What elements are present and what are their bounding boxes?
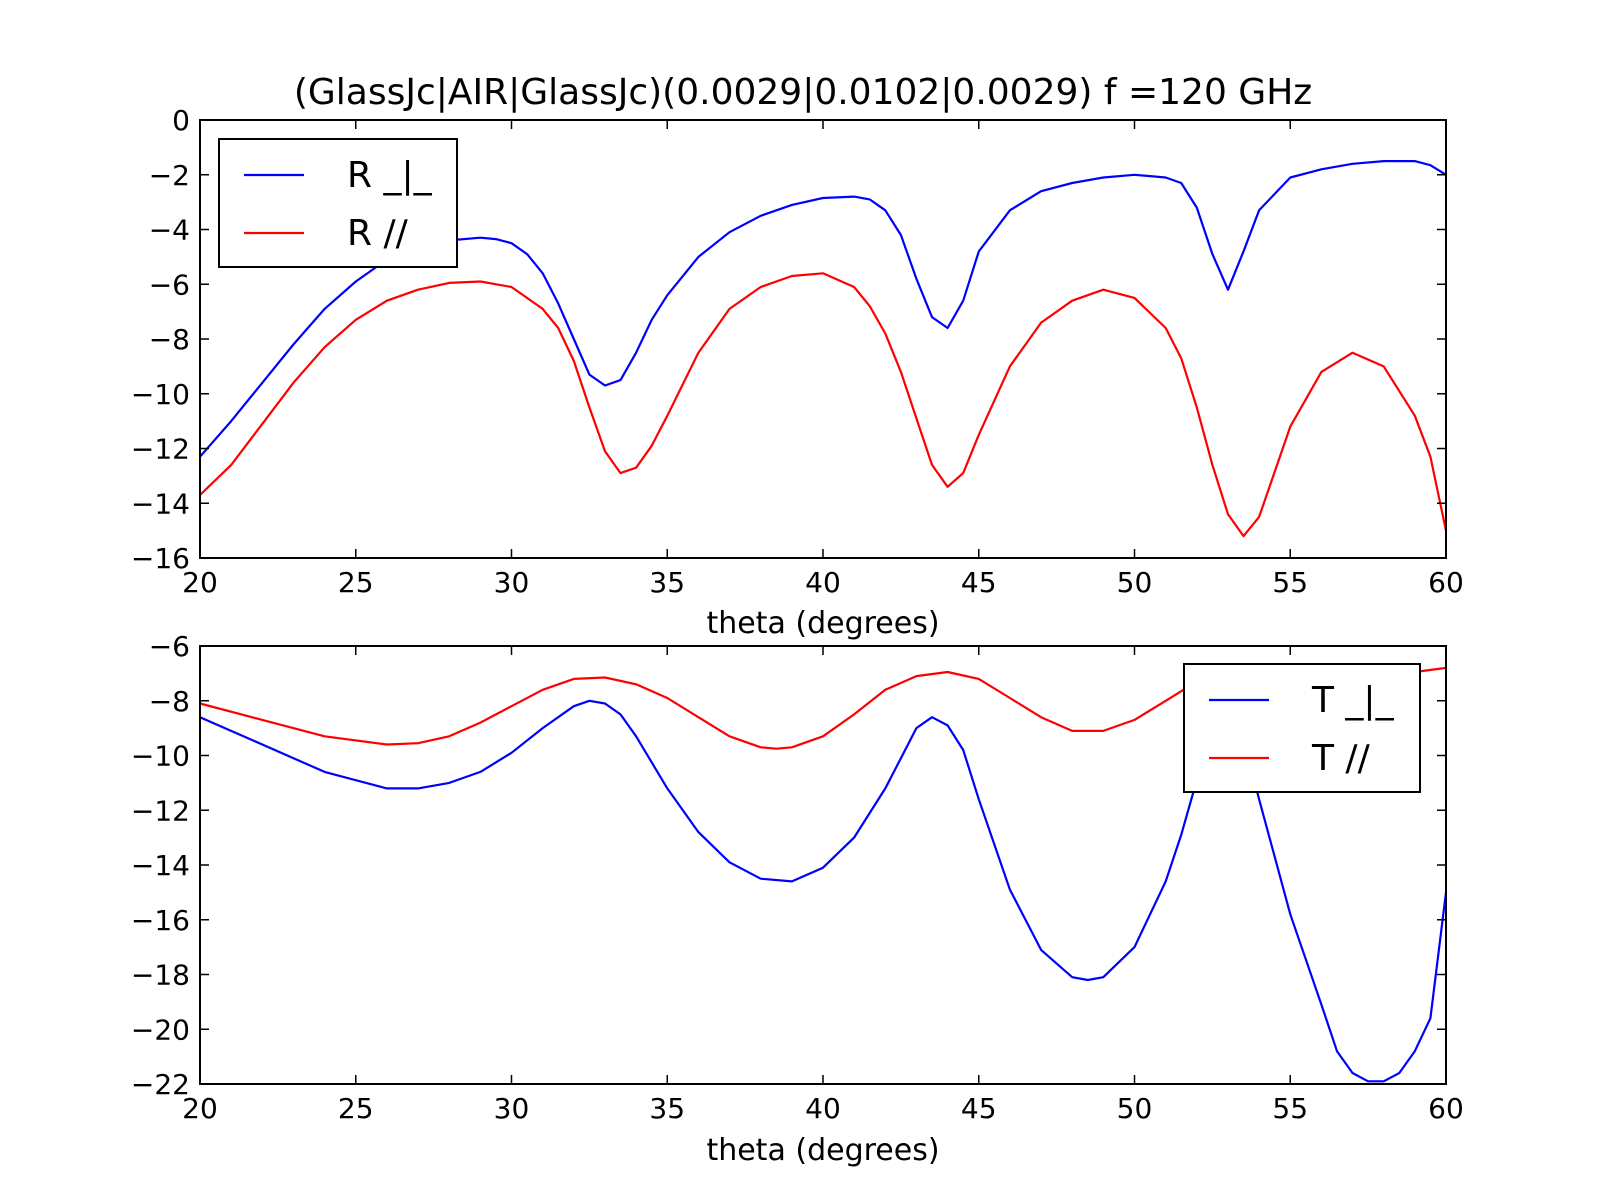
- x-tick-label: 60: [1428, 566, 1464, 599]
- bottom-legend-box: [1183, 663, 1421, 793]
- x-tick-label: 45: [961, 1092, 997, 1125]
- top-chart-legend: R _|_ R //: [218, 138, 458, 268]
- x-tick-label: 45: [961, 566, 997, 599]
- top-chart-x-axis-label: theta (degrees): [706, 606, 939, 641]
- x-tick-label: 25: [338, 566, 374, 599]
- x-tick-label: 25: [338, 1092, 374, 1125]
- y-tick-label: −10: [131, 378, 190, 411]
- y-tick-label: −6: [149, 630, 190, 663]
- x-tick-label: 50: [1117, 566, 1153, 599]
- y-tick-label: 0: [172, 104, 190, 137]
- x-tick-label: 30: [494, 566, 530, 599]
- legend-label: T //: [1311, 738, 1371, 779]
- top-chart-series-line-2: [199, 272, 1448, 538]
- x-tick-label: 55: [1272, 566, 1308, 599]
- top-chart-series: [199, 160, 1448, 538]
- y-tick-label: −14: [131, 849, 190, 882]
- y-tick-label: −14: [131, 487, 190, 520]
- top-legend-box: [218, 138, 458, 268]
- x-tick-label: 20: [182, 566, 218, 599]
- chart-title: (GlassJc|AIR|GlassJc)(0.0029|0.0102|0.00…: [294, 72, 1312, 113]
- y-tick-label: −10: [131, 740, 190, 773]
- x-tick-label: 40: [805, 1092, 841, 1125]
- x-tick-label: 55: [1272, 1092, 1308, 1125]
- y-tick-label: −16: [131, 904, 190, 937]
- y-tick-label: −16: [131, 542, 190, 575]
- x-tick-label: 35: [649, 1092, 685, 1125]
- bottom-chart-series-line-1: [199, 699, 1448, 1083]
- x-tick-label: 35: [649, 566, 685, 599]
- bottom-chart-x-axis-label: theta (degrees): [706, 1133, 939, 1168]
- y-tick-label: −8: [149, 323, 190, 356]
- y-tick-label: −2: [149, 159, 190, 192]
- top-chart-ticks: 20 25 30 35 40 45 50 55 60 0 −2 −4 −6 −8 −10 −12 −14 −16: [131, 104, 1464, 599]
- y-tick-label: −12: [131, 794, 190, 827]
- x-tick-label: 60: [1428, 1092, 1464, 1125]
- top-chart-series-line-1: [199, 160, 1447, 458]
- bottom-chart: 20 25 30 35 40 45 50 55 60 −6 −8 −10 −12 −14 −16 −18 −20…: [131, 630, 1464, 1168]
- y-tick-label: −6: [149, 268, 190, 301]
- x-tick-label: 20: [182, 1092, 218, 1125]
- y-tick-label: −12: [131, 433, 190, 466]
- bottom-chart-legend: T _|_ T //: [1183, 663, 1421, 793]
- y-tick-label: −18: [131, 959, 190, 992]
- legend-label: R //: [347, 213, 409, 254]
- x-tick-label: 40: [805, 566, 841, 599]
- legend-label: R _|_: [347, 155, 433, 196]
- top-chart: 20 25 30 35 40 45 50 55 600−2−4−6−8−10−12−14−16 …: [131, 104, 1464, 641]
- y-tick-label: −8: [149, 685, 190, 718]
- bottom-chart-ticks: 20 25 30 35 40 45 50 55 60 −6 −8 −10 −12 −14 −16 −18 −20…: [131, 630, 1464, 1125]
- y-tick-label: −22: [131, 1068, 190, 1101]
- y-tick-label: −4: [149, 214, 190, 247]
- x-tick-label: 30: [494, 1092, 530, 1125]
- x-tick-label: 50: [1117, 1092, 1153, 1125]
- legend-label: T _|_: [1311, 680, 1395, 721]
- y-tick-label: −20: [131, 1013, 190, 1046]
